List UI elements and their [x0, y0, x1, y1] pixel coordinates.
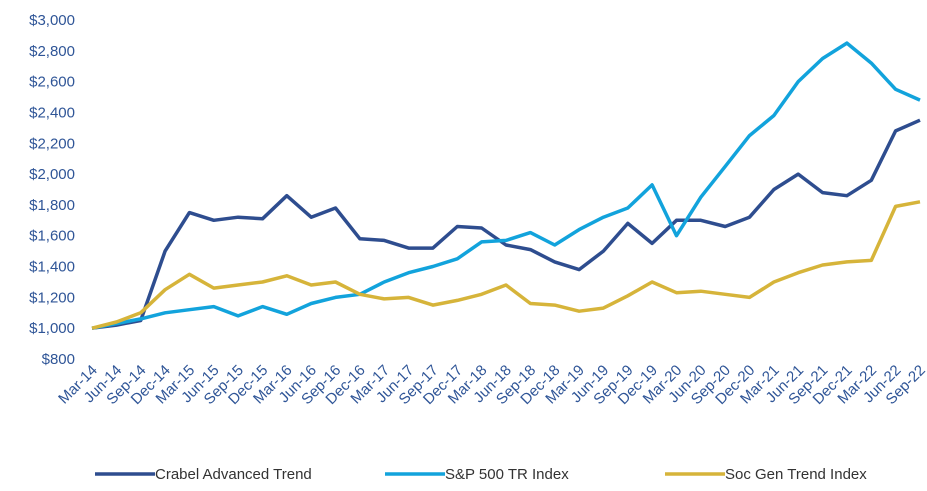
series-line — [91, 118, 921, 330]
series-line — [91, 200, 921, 330]
legend-text: S&P 500 TR Index — [445, 466, 569, 483]
y-tick-label: $1,000 — [29, 320, 75, 337]
y-tick-label: $3,000 — [29, 12, 75, 29]
y-tick-label: $800 — [42, 351, 75, 368]
y-tick-label: $1,600 — [29, 228, 75, 245]
legend-text: Soc Gen Trend Index — [725, 466, 867, 483]
y-tick-label: $2,600 — [29, 74, 75, 91]
y-tick-label: $1,200 — [29, 289, 75, 306]
y-tick-label: $2,000 — [29, 166, 75, 183]
y-tick-label: $1,400 — [29, 259, 75, 276]
y-tick-label: $2,800 — [29, 43, 75, 60]
y-tick-label: $2,200 — [29, 135, 75, 152]
y-tick-label: $2,400 — [29, 104, 75, 121]
legend-text: Crabel Advanced Trend — [155, 466, 312, 483]
y-tick-label: $1,800 — [29, 197, 75, 214]
series-line — [91, 41, 921, 330]
